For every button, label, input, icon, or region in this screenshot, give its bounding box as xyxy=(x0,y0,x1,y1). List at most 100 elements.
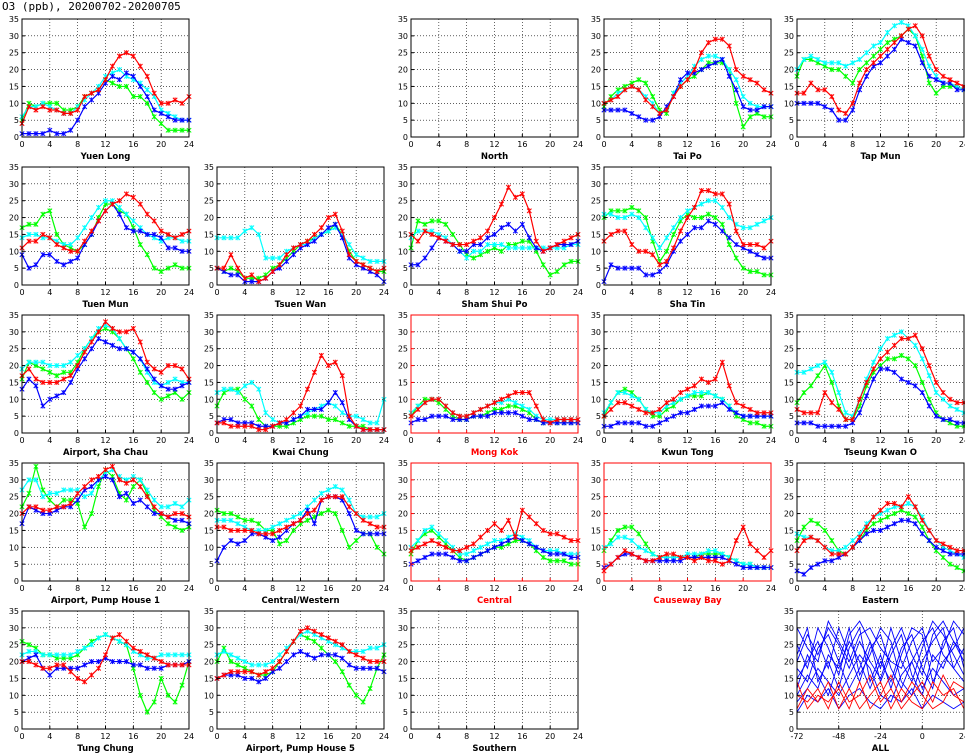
y-tick-label: 20 xyxy=(591,362,601,371)
data-point xyxy=(277,659,283,665)
data-point xyxy=(484,403,491,409)
y-tick-label: 20 xyxy=(784,658,794,667)
data-point xyxy=(836,107,842,113)
data-point xyxy=(429,537,435,544)
data-point xyxy=(705,379,711,385)
data-point xyxy=(179,265,185,271)
data-point xyxy=(491,241,498,248)
x-tick-label: 20 xyxy=(931,436,941,445)
data-point xyxy=(498,248,505,254)
data-point xyxy=(608,561,614,567)
data-point xyxy=(636,544,642,550)
y-tick-label: 25 xyxy=(591,345,601,354)
plot-frame xyxy=(410,18,579,138)
station-label-kwun-tong: Kwun Tong xyxy=(661,448,713,458)
data-point xyxy=(68,500,74,507)
data-point xyxy=(26,131,32,137)
y-tick-label: 35 xyxy=(398,311,408,320)
data-point xyxy=(374,645,380,651)
data-point xyxy=(360,517,366,523)
data-point xyxy=(158,396,164,402)
y-tick-label: 15 xyxy=(784,82,794,91)
data-point xyxy=(116,477,122,483)
data-point xyxy=(947,416,953,423)
plot-frame xyxy=(603,166,772,286)
data-point xyxy=(109,477,116,483)
data-point xyxy=(933,67,939,73)
data-point xyxy=(249,272,255,278)
data-point xyxy=(815,373,821,379)
data-point xyxy=(636,248,642,254)
x-tick-label: 20 xyxy=(156,732,166,741)
data-point xyxy=(568,561,574,567)
data-point xyxy=(47,107,53,113)
data-point xyxy=(33,262,39,268)
data-point xyxy=(102,632,109,638)
data-point xyxy=(374,268,380,275)
data-point xyxy=(471,410,477,416)
data-point xyxy=(829,400,835,406)
x-tick-label: 16 xyxy=(128,140,138,149)
data-point xyxy=(109,325,116,332)
data-point xyxy=(733,100,739,106)
x-tick-label: 4 xyxy=(822,584,827,593)
data-point xyxy=(671,551,677,557)
data-point xyxy=(172,127,178,133)
y-tick-label: 35 xyxy=(398,607,408,616)
data-point xyxy=(179,366,185,372)
data-point xyxy=(870,527,877,533)
x-tick-label: 24 xyxy=(766,436,776,445)
data-point xyxy=(137,648,143,655)
x-tick-label: 24 xyxy=(379,436,389,445)
data-point xyxy=(304,635,311,641)
x-tick-label: 20 xyxy=(156,436,166,445)
data-point xyxy=(754,241,760,248)
y-tick-label: 30 xyxy=(204,180,214,189)
data-point xyxy=(277,527,283,533)
y-tick-label: 25 xyxy=(591,197,601,206)
y-tick-label: 0 xyxy=(596,577,601,586)
data-point xyxy=(68,373,74,379)
x-tick-label: 12 xyxy=(100,436,110,445)
data-point xyxy=(89,511,95,517)
y-tick-label: 25 xyxy=(398,641,408,650)
data-point xyxy=(277,420,283,426)
data-point xyxy=(705,403,711,409)
data-point xyxy=(484,548,491,554)
data-point xyxy=(498,241,505,248)
data-point xyxy=(151,389,157,396)
data-point xyxy=(719,359,725,365)
data-point xyxy=(54,393,60,399)
data-point xyxy=(165,514,171,520)
station-label-southern: Southern xyxy=(472,744,516,754)
data-point xyxy=(740,413,746,419)
series-line-red xyxy=(796,673,965,710)
data-point xyxy=(95,659,102,665)
data-point xyxy=(912,33,918,39)
data-point xyxy=(733,228,739,234)
x-tick-label: 0 xyxy=(214,436,219,445)
data-point xyxy=(450,410,456,416)
data-point xyxy=(622,228,628,234)
station-label-airport-pump-house-1: Airport, Pump House 1 xyxy=(51,596,160,606)
data-point xyxy=(471,255,477,261)
data-point xyxy=(82,679,88,685)
data-point xyxy=(415,558,421,564)
x-tick-label: 12 xyxy=(682,584,692,593)
data-point xyxy=(622,548,628,554)
data-point xyxy=(374,544,380,550)
data-point xyxy=(484,228,491,234)
data-point xyxy=(422,228,428,234)
x-tick-label: 16 xyxy=(517,436,527,445)
data-point xyxy=(608,423,614,429)
data-point xyxy=(533,416,539,423)
data-point xyxy=(26,231,32,237)
data-point xyxy=(89,490,95,496)
data-point xyxy=(374,258,380,264)
plot-frame xyxy=(410,166,579,286)
data-point xyxy=(270,416,276,423)
data-point xyxy=(491,544,498,550)
data-point xyxy=(40,507,46,513)
